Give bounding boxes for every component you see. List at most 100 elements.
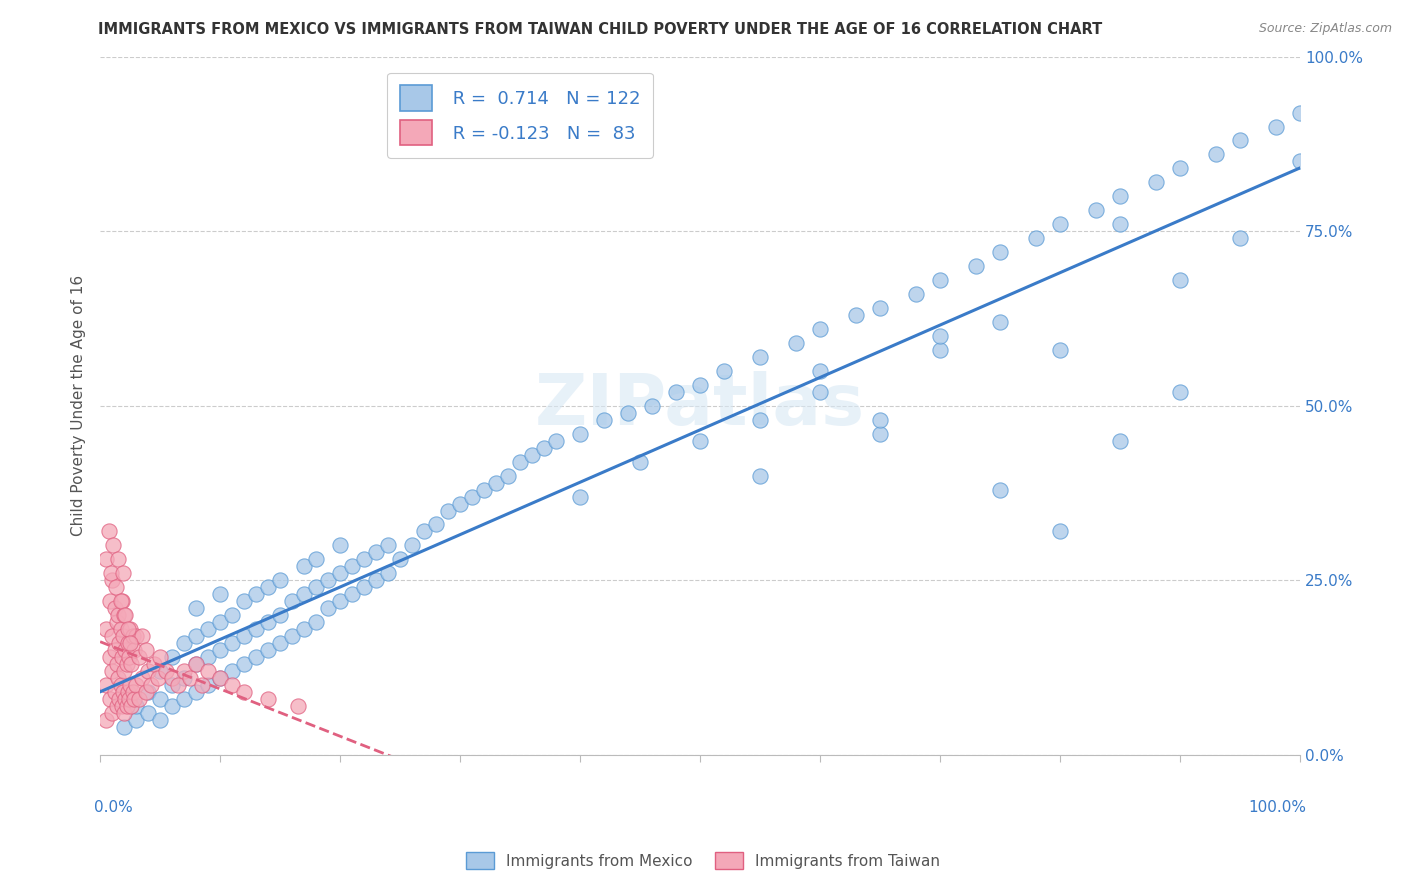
Point [221,608,243,623]
Point [472,483,495,497]
Point [125,713,148,727]
Point [122,643,145,657]
Point [221,664,243,678]
Point [665,384,688,399]
Point [173,671,195,685]
Point [209,615,232,630]
Point [353,552,375,566]
Point [1168,161,1191,176]
Point [1289,105,1312,120]
Point [869,413,891,427]
Point [108,636,131,650]
Text: 0.0%: 0.0% [94,800,134,815]
Point [988,245,1011,260]
Point [1168,273,1191,287]
Text: IMMIGRANTS FROM MEXICO VS IMMIGRANTS FROM TAIWAN CHILD POVERTY UNDER THE AGE OF : IMMIGRANTS FROM MEXICO VS IMMIGRANTS FRO… [98,22,1102,37]
Point [108,692,131,706]
Point [149,713,172,727]
Point [121,685,143,699]
Point [257,643,280,657]
Point [209,587,232,601]
Point [167,678,190,692]
Point [437,503,460,517]
Point [98,594,121,608]
Point [100,566,122,581]
Point [160,678,183,692]
Point [104,580,127,594]
Point [173,692,195,706]
Point [1085,203,1108,218]
Point [808,322,831,336]
Point [785,335,807,350]
Point [520,448,543,462]
Point [316,601,339,615]
Point [1265,120,1288,134]
Point [1109,189,1132,203]
Point [988,483,1011,497]
Point [135,685,157,699]
Point [461,490,484,504]
Point [641,399,664,413]
Point [94,713,117,727]
Point [496,468,519,483]
Point [184,657,207,672]
Point [808,384,831,399]
Point [329,594,352,608]
Point [269,608,291,623]
Point [94,678,117,692]
Point [103,685,125,699]
Point [110,594,132,608]
Point [305,615,328,630]
Point [149,664,172,678]
Point [485,475,508,490]
Point [111,566,134,581]
Point [449,497,471,511]
Point [120,657,142,672]
Point [179,671,201,685]
Point [533,441,555,455]
Point [364,574,387,588]
Point [125,699,148,714]
Point [364,545,387,559]
Point [107,608,129,623]
Point [845,308,868,322]
Point [197,650,219,665]
Point [173,636,195,650]
Point [117,636,139,650]
Point [114,608,136,623]
Point [118,692,141,706]
Point [689,377,711,392]
Point [191,678,214,692]
Point [120,678,142,692]
Point [209,671,232,685]
Point [965,259,987,273]
Point [149,650,172,665]
Point [197,622,219,636]
Point [292,622,315,636]
Point [329,566,352,581]
Point [929,343,952,357]
Point [245,650,267,665]
Point [749,468,772,483]
Point [98,650,121,665]
Point [353,580,375,594]
Point [184,685,207,699]
Point [139,678,162,692]
Point [546,434,568,448]
Point [425,517,447,532]
Point [107,552,129,566]
Legend: Immigrants from Mexico, Immigrants from Taiwan: Immigrants from Mexico, Immigrants from … [460,846,946,875]
Point [184,629,207,643]
Point [94,622,117,636]
Point [184,601,207,615]
Point [197,664,219,678]
Point [160,650,183,665]
Text: 100.0%: 100.0% [1249,800,1306,815]
Point [105,699,128,714]
Point [305,552,328,566]
Point [160,699,183,714]
Point [569,490,592,504]
Point [105,657,128,672]
Point [149,692,172,706]
Point [98,692,121,706]
